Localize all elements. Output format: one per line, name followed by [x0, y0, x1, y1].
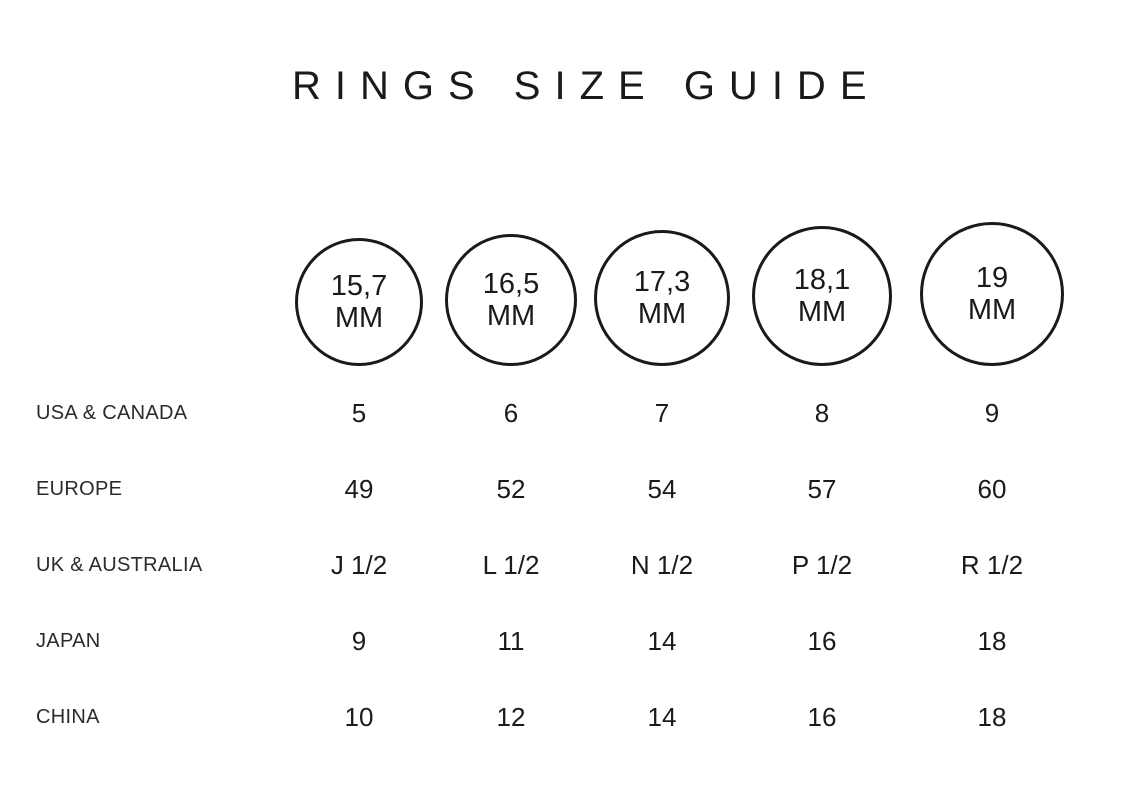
ring-circle: 17,3 MM — [594, 230, 730, 366]
table-cell: 54 — [647, 473, 677, 504]
table-cell: 52 — [496, 473, 526, 504]
table-cell: 8 — [814, 397, 830, 428]
size-conversion-table: USA & CANADA 5 6 7 8 9 EUROPE 49 52 54 57 60 UK & AU… — [0, 375, 1125, 755]
row-label-usa-canada: USA & CANADA — [36, 401, 188, 424]
ring-diameter-unit: MM — [486, 300, 536, 332]
table-cell: J 1/2 — [330, 549, 388, 580]
table-cell: R 1/2 — [960, 549, 1024, 580]
table-cell: 11 — [497, 625, 525, 656]
table-cell: 12 — [496, 701, 526, 732]
table-cell: 14 — [647, 701, 677, 732]
table-row: USA & CANADA 5 6 7 8 9 — [0, 375, 1125, 451]
table-cell: 60 — [977, 473, 1007, 504]
ring-circle: 18,1 MM — [752, 226, 892, 366]
ring-circle: 16,5 MM — [445, 234, 577, 366]
table-row: JAPAN 9 11 14 16 18 — [0, 603, 1125, 679]
row-label-japan: JAPAN — [36, 629, 101, 652]
ring-diameter-unit: MM — [967, 294, 1017, 326]
ring-diameter-circles: 15,7 MM 16,5 MM 17,3 MM 18,1 MM 19 MM — [0, 0, 1125, 380]
table-cell: 16 — [807, 625, 837, 656]
table-cell: 6 — [503, 397, 519, 428]
table-cell: 57 — [807, 473, 837, 504]
table-cell: 49 — [344, 473, 374, 504]
table-cell: P 1/2 — [791, 549, 853, 580]
table-cell: 7 — [654, 397, 670, 428]
table-cell: 18 — [977, 701, 1007, 732]
ring-diameter-value: 17,3 — [633, 265, 691, 298]
ring-circle: 19 MM — [920, 222, 1064, 366]
table-cell: 14 — [647, 625, 677, 656]
row-label-china: CHINA — [36, 705, 100, 728]
table-cell: 9 — [984, 397, 1000, 428]
row-label-uk-australia: UK & AUSTRALIA — [36, 553, 203, 576]
table-cell: 9 — [351, 625, 367, 656]
table-row: EUROPE 49 52 54 57 60 — [0, 451, 1125, 527]
ring-diameter-value: 19 — [975, 261, 1009, 294]
ring-diameter-unit: MM — [797, 296, 847, 328]
ring-diameter-unit: MM — [334, 302, 384, 334]
ring-diameter-value: 16,5 — [482, 267, 540, 300]
table-cell: L 1/2 — [482, 549, 540, 580]
table-row: UK & AUSTRALIA J 1/2 L 1/2 N 1/2 P 1/2 R 1/2 — [0, 527, 1125, 603]
ring-diameter-value: 15,7 — [330, 269, 388, 302]
table-cell: 16 — [807, 701, 837, 732]
row-label-europe: EUROPE — [36, 477, 123, 500]
page-title: RINGS SIZE GUIDE — [292, 64, 881, 108]
ring-diameter-unit: MM — [637, 298, 687, 330]
ring-circle: 15,7 MM — [295, 238, 423, 366]
table-cell: 5 — [351, 397, 367, 428]
table-cell: 18 — [977, 625, 1007, 656]
table-row: CHINA 10 12 14 16 18 — [0, 679, 1125, 755]
ring-diameter-value: 18,1 — [793, 263, 851, 296]
table-cell: N 1/2 — [630, 549, 694, 580]
table-cell: 10 — [344, 701, 374, 732]
